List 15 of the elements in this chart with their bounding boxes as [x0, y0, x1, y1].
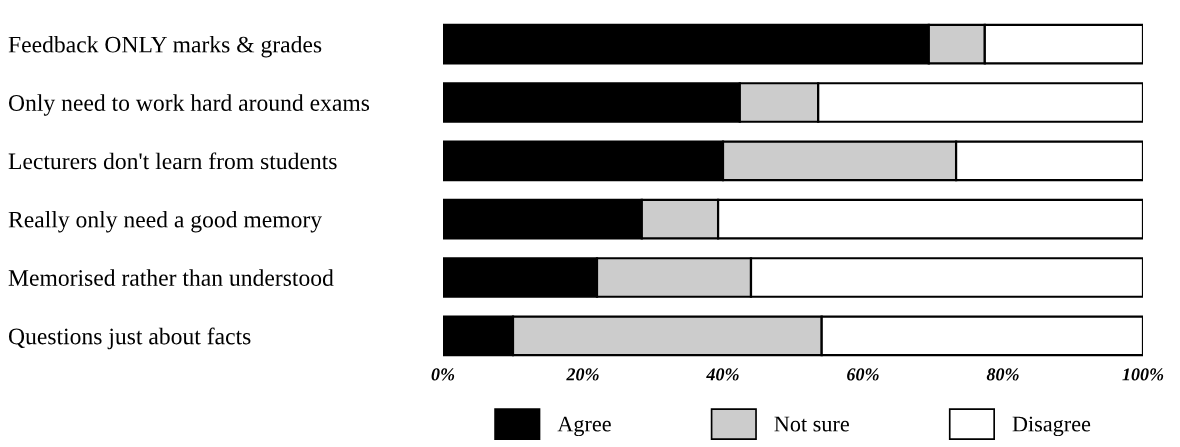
- x-tick-label: 0%: [431, 368, 455, 381]
- y-tick-label: Feedback ONLY marks & grades: [8, 35, 322, 58]
- y-tick-label: Questions just about facts: [8, 327, 251, 350]
- y-tick-label: Really only need a good memory: [8, 210, 322, 233]
- x-tick-label: 40%: [706, 368, 739, 381]
- y-tick-label: Lecturers don't learn from students: [8, 152, 337, 170]
- legend-label: Agree: [557, 416, 611, 437]
- x-tick-label: 100%: [1122, 368, 1164, 381]
- y-tick-label: Only need to work hard around exams: [8, 94, 370, 116]
- x-tick-label: 20%: [566, 368, 599, 381]
- x-tick-label: 80%: [986, 368, 1019, 381]
- legend-label: Disagree: [1012, 416, 1091, 437]
- x-tick-label: 60%: [847, 368, 879, 381]
- legend-label: Not sure: [774, 416, 849, 432]
- y-tick-label: Memorised rather than understood: [8, 269, 334, 286]
